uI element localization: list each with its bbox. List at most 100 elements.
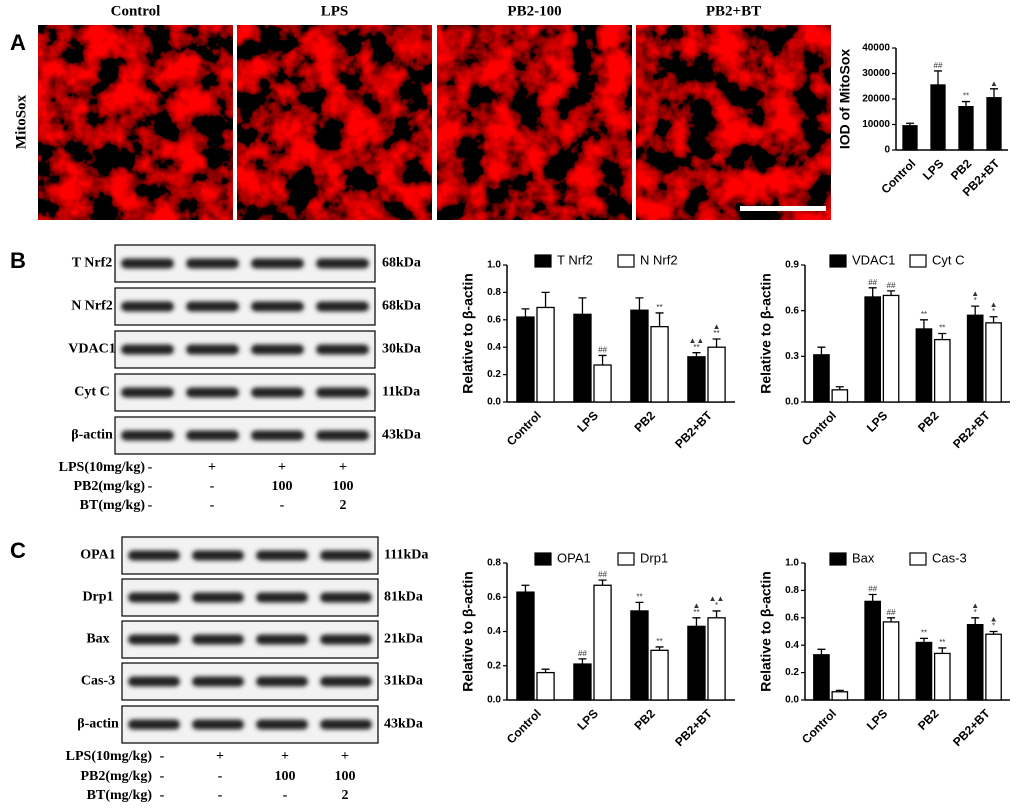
image-title: PB2-100 [507,3,561,19]
blot-band [251,387,304,398]
band-label: Drp1 [82,590,113,605]
significance-mark: ** [693,343,699,352]
band-size: 30kDa [382,342,421,357]
error-bar [521,308,530,318]
y-tick-label: 0.3 [785,351,799,362]
error-bar [971,305,980,316]
y-tick-label: 0.8 [487,558,501,569]
significance-mark: ** [656,303,662,312]
y-axis-label: Relative to β-actin [460,571,476,692]
error-bar [868,287,877,297]
error-bar [817,648,826,655]
significance-mark: ** [939,324,945,333]
blot-band [320,634,372,645]
bar [593,364,612,403]
y-tick-label: 0.2 [785,667,799,678]
y-tick-label: 0.0 [785,695,799,706]
blot-band [256,719,308,730]
bar [864,600,882,701]
significance-mark: * [974,608,977,617]
bar [630,610,649,701]
treatment-cell: - [283,788,288,803]
treatment-cell: - [148,460,153,475]
significance-mark: ▲ [713,322,721,331]
error-bar [578,297,587,315]
blot-band [186,387,239,398]
y-tick-label: 0.0 [487,695,501,706]
error-bar [578,658,587,665]
image-title: Control [111,3,161,19]
bar [985,633,1002,701]
band-size: 43kDa [382,428,421,443]
bar [902,125,918,151]
bar [687,356,706,403]
band-label: N Nrf2 [71,299,113,314]
legend-swatch [909,552,927,566]
y-tick-label: 0.0 [487,397,501,408]
significance-mark: ▲▲ [709,594,725,603]
blot-band [256,676,308,687]
treatment-cell: - [160,749,165,764]
bar [933,652,951,701]
y-axis-label: Relative to β-actin [758,273,774,394]
error-bar [989,630,998,635]
treatment-cell: + [216,749,224,764]
significance-mark: ** [713,329,719,338]
error-bar [919,637,928,643]
x-tick-label: PB2+BT [950,706,993,749]
blot-band [316,387,369,398]
band-label: VDAC1 [68,342,115,357]
y-tick-label: 10000 [862,119,890,130]
treatment-cell: - [148,498,153,513]
bar [650,325,669,403]
bar [966,314,984,403]
bar [573,663,592,701]
significance-mark: ## [934,61,943,70]
significance-mark: ## [598,346,607,355]
bar [966,624,984,701]
panel-label: A [10,30,26,55]
treatment-label: BT(mg/kg) [80,498,146,513]
error-bar [962,100,970,107]
x-tick-label: LPS [864,706,890,732]
blot-band [320,550,372,561]
treatment-cell: - [210,498,215,513]
error-bar [971,617,980,625]
band-label: OPA1 [80,548,116,563]
panel-label: C [10,538,26,563]
treatment-cell: - [148,479,153,494]
significance-mark: ▲ [971,289,979,298]
y-axis-label: Relative to β-actin [460,273,476,394]
treatment-cell: 2 [340,498,347,513]
blot-band [316,258,369,269]
significance-mark: ** [636,592,642,601]
treatment-cell: - [218,788,223,803]
treatment-cell: + [278,460,286,475]
bar [882,621,900,701]
legend-label: OPA1 [557,550,591,565]
significance-mark: ▲ [971,601,979,610]
blot-band [121,301,174,312]
error-bar [835,386,844,390]
significance-mark: ▲ [990,79,998,88]
error-bar [835,689,844,692]
treatment-label: PB2(mg/kg) [73,479,145,494]
significance-mark: ** [921,310,927,319]
blot-band [251,301,304,312]
bar [630,309,649,403]
bar [915,328,933,403]
y-tick-label: 0.8 [785,585,799,596]
error-bar [541,291,550,308]
error-bar [635,601,644,611]
significance-mark: ** [921,628,927,637]
treatment-cell: - [280,498,285,513]
treatment-cell: + [208,460,216,475]
treatment-cell: 100 [275,769,296,784]
significance-mark: ** [693,608,699,617]
chart: 0 10000 20000 30000 40000 IOD of MitoSox Contr… [837,43,1008,199]
blot-band [256,634,308,645]
legend-label: VDAC1 [852,252,895,267]
treatment-cell: + [341,749,349,764]
band-label: T Nrf2 [72,256,113,271]
